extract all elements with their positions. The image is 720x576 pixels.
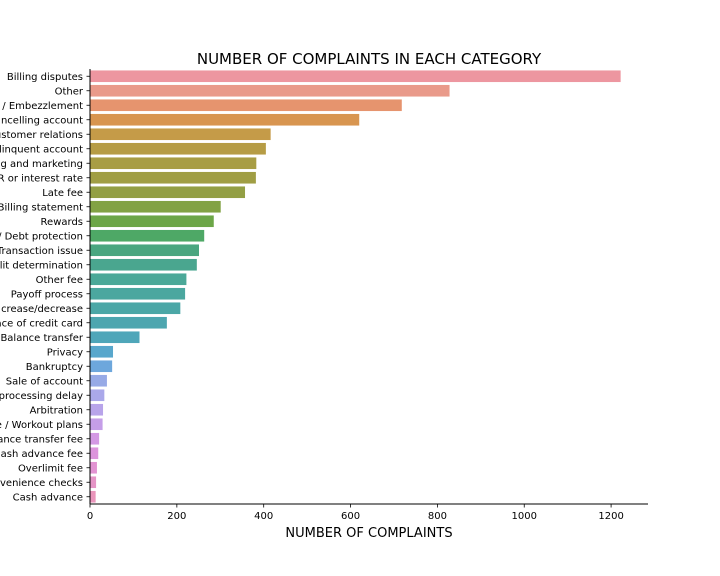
bar bbox=[90, 461, 97, 474]
x-axis-label: NUMBER OF COMPLAINTS bbox=[285, 526, 452, 541]
bar bbox=[90, 229, 205, 242]
bar bbox=[90, 316, 167, 329]
x-ticks-group: 0 200 400 600 800 1000 1200 bbox=[87, 504, 624, 522]
category-label: Billing disputes bbox=[7, 72, 83, 83]
bar bbox=[90, 389, 105, 402]
category-label: / Debt protection bbox=[0, 231, 83, 242]
bar bbox=[90, 302, 181, 315]
category-label: g and marketing bbox=[1, 159, 83, 170]
x-tick-label: 800 bbox=[428, 511, 447, 522]
bar bbox=[90, 186, 246, 199]
category-label: Arbitration bbox=[30, 405, 83, 416]
bars-group bbox=[90, 70, 621, 503]
category-label: Other bbox=[55, 86, 84, 97]
category-label: Sale of account bbox=[6, 376, 83, 387]
category-label: Rewards bbox=[41, 217, 83, 228]
bar bbox=[90, 171, 256, 184]
category-label: Payoff process bbox=[11, 289, 83, 300]
category-label: Other fee bbox=[36, 275, 83, 286]
bar bbox=[90, 432, 100, 445]
category-labels-group: Billing disputes Other / Embezzlement ncell… bbox=[0, 72, 90, 503]
x-tick-label: 600 bbox=[341, 511, 360, 522]
bar bbox=[90, 345, 114, 358]
category-label: / Embezzlement bbox=[2, 101, 83, 112]
category-label: venience checks bbox=[0, 478, 83, 489]
bar bbox=[90, 113, 360, 126]
chart-title: NUMBER OF COMPLAINTS IN EACH CATEGORY bbox=[197, 50, 542, 68]
category-label: e / Workout plans bbox=[0, 420, 83, 431]
category-label: lit determination bbox=[0, 260, 83, 271]
bar bbox=[90, 258, 197, 271]
bar bbox=[90, 287, 186, 300]
bar bbox=[90, 360, 113, 373]
bar bbox=[90, 99, 402, 112]
bar bbox=[90, 331, 140, 344]
category-label: Cash advance bbox=[13, 492, 83, 503]
category-label: Overlimit fee bbox=[18, 463, 83, 474]
category-label: processing delay bbox=[0, 391, 83, 402]
category-label: R or interest rate bbox=[0, 173, 83, 184]
bar bbox=[90, 447, 99, 460]
x-tick-label: 1000 bbox=[512, 511, 537, 522]
category-label: linquent account bbox=[0, 144, 83, 155]
bar bbox=[90, 70, 621, 83]
bar bbox=[90, 418, 103, 431]
bar bbox=[90, 273, 187, 286]
category-label: ustomer relations bbox=[0, 130, 83, 141]
bar bbox=[90, 403, 104, 416]
category-label: Transaction issue bbox=[0, 246, 83, 257]
category-label: Billing statement bbox=[0, 202, 83, 213]
x-tick-label: 0 bbox=[87, 511, 93, 522]
category-label: ash advance fee bbox=[1, 449, 83, 460]
category-label: Balance transfer bbox=[0, 333, 83, 344]
x-tick-label: 400 bbox=[254, 511, 273, 522]
bar bbox=[90, 128, 271, 141]
bar bbox=[90, 244, 199, 257]
bar bbox=[90, 374, 107, 387]
x-tick-label: 200 bbox=[167, 511, 186, 522]
bar bbox=[90, 490, 96, 503]
bar bbox=[90, 84, 450, 97]
bar bbox=[90, 215, 214, 228]
bar bbox=[90, 142, 266, 155]
bar bbox=[90, 157, 257, 170]
category-label: Late fee bbox=[42, 188, 83, 199]
category-label: ncelling account bbox=[1, 115, 83, 126]
category-label: ance transfer fee bbox=[0, 434, 83, 445]
bar bbox=[90, 476, 97, 489]
x-tick-label: 1200 bbox=[598, 511, 623, 522]
category-label: crease/decrease bbox=[1, 304, 83, 315]
bar bbox=[90, 200, 221, 213]
category-label: Privacy bbox=[47, 347, 83, 358]
category-label: ace of credit card bbox=[0, 318, 83, 329]
category-label: Bankruptcy bbox=[26, 362, 83, 373]
